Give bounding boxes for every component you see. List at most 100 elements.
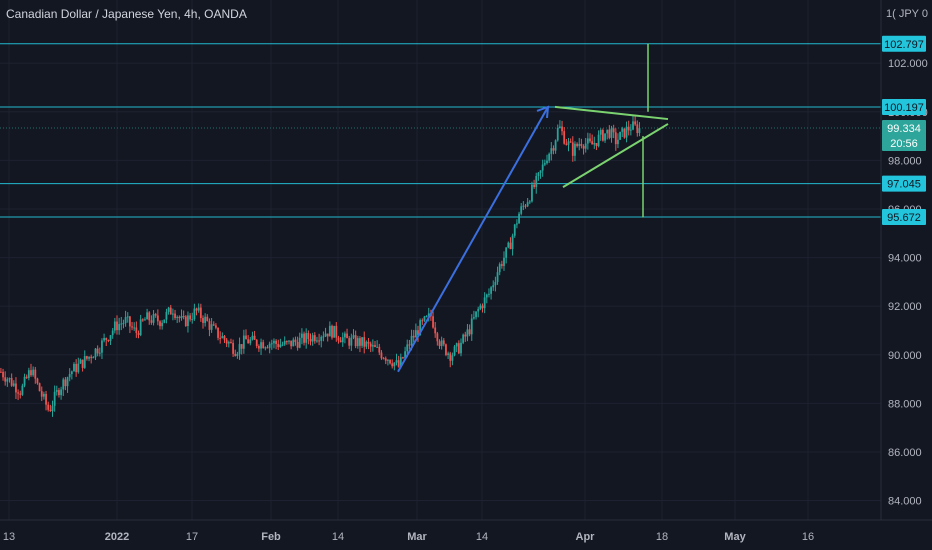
x-axis[interactable]: 13 2022 17 Feb 14 Mar 14 Apr 18 May 16 bbox=[3, 531, 814, 543]
candle-body bbox=[414, 330, 417, 338]
candle-body bbox=[387, 359, 389, 361]
candle-body bbox=[232, 342, 234, 354]
candle-body bbox=[255, 339, 258, 347]
candle-body bbox=[576, 143, 578, 147]
triangle-upper-line[interactable] bbox=[554, 105, 669, 121]
triangle-lower-line[interactable] bbox=[562, 123, 669, 188]
candle-body bbox=[453, 346, 456, 356]
y-tick-label: 88.000 bbox=[888, 398, 922, 410]
candle-body bbox=[537, 172, 540, 177]
level-tag bbox=[882, 175, 926, 192]
candle-body bbox=[447, 353, 449, 355]
candle-body bbox=[86, 356, 88, 359]
candle-body bbox=[30, 370, 32, 376]
candle-body bbox=[539, 170, 542, 173]
candle-body bbox=[597, 134, 600, 147]
candle-body bbox=[593, 143, 596, 145]
candle-body bbox=[412, 335, 415, 338]
x-tick-label: 16 bbox=[802, 531, 814, 543]
candle-body bbox=[333, 325, 336, 338]
candle-body bbox=[51, 405, 54, 412]
candle-body bbox=[584, 143, 587, 149]
candle-body bbox=[279, 344, 282, 348]
candle-body bbox=[27, 370, 30, 378]
candle-body bbox=[154, 314, 157, 316]
candle-body bbox=[36, 378, 39, 384]
trend-arrow-line[interactable] bbox=[397, 106, 549, 373]
candle-body bbox=[582, 145, 585, 149]
candle-body bbox=[313, 335, 316, 342]
candle-body bbox=[567, 141, 570, 145]
candle-body bbox=[496, 272, 499, 283]
candle-body bbox=[148, 312, 151, 321]
candle-body bbox=[187, 315, 189, 326]
candle-body bbox=[316, 340, 318, 342]
candle-body bbox=[230, 342, 232, 344]
candle-body bbox=[12, 383, 15, 386]
candle-body bbox=[10, 378, 13, 386]
candle-body bbox=[436, 333, 439, 342]
trend-arrow-head[interactable] bbox=[536, 105, 550, 119]
candle-body bbox=[563, 131, 566, 144]
x-tick-label: 13 bbox=[3, 531, 15, 543]
candle-body bbox=[569, 141, 572, 143]
candle-body bbox=[614, 132, 617, 145]
candle-body bbox=[468, 329, 471, 335]
candle-body bbox=[49, 409, 52, 412]
candle-body bbox=[457, 343, 460, 354]
candle-body bbox=[546, 160, 548, 164]
candle-body bbox=[47, 404, 50, 410]
candle-body bbox=[533, 184, 535, 188]
candle-body bbox=[522, 205, 525, 207]
candle-body bbox=[356, 338, 359, 347]
candle-body bbox=[322, 336, 325, 338]
candle-body bbox=[623, 128, 626, 138]
candle-body bbox=[253, 335, 256, 340]
candle-body bbox=[60, 389, 62, 396]
currency-label[interactable]: 1( JPY 0 bbox=[886, 8, 928, 20]
candle-body bbox=[189, 315, 191, 320]
candle-body bbox=[417, 330, 419, 336]
candle-body bbox=[227, 342, 230, 344]
candle-body bbox=[410, 335, 413, 346]
candle-body bbox=[528, 201, 531, 203]
candle-body bbox=[531, 184, 533, 202]
candle-body bbox=[247, 339, 250, 344]
candle-body bbox=[208, 320, 211, 330]
candle-body bbox=[339, 340, 342, 343]
candle-body bbox=[210, 324, 213, 330]
candle-body bbox=[96, 348, 99, 354]
candle-body bbox=[389, 359, 391, 364]
y-tick-label: 84.000 bbox=[888, 496, 922, 508]
candle-body bbox=[260, 342, 262, 349]
drawings[interactable] bbox=[397, 43, 669, 373]
candle-body bbox=[490, 287, 492, 294]
candle-body bbox=[617, 139, 619, 145]
candle-body bbox=[627, 126, 630, 131]
candle-body bbox=[204, 316, 207, 323]
candle-body bbox=[382, 358, 385, 360]
x-tick-label: 14 bbox=[332, 531, 344, 543]
candle-body bbox=[219, 337, 222, 339]
candle-body bbox=[285, 341, 288, 343]
candle-body bbox=[580, 143, 583, 146]
candle-body bbox=[191, 318, 194, 320]
candle-body bbox=[311, 335, 314, 342]
level-tag-label: 102.797 bbox=[884, 39, 924, 51]
candle-body bbox=[215, 325, 217, 328]
candle-body bbox=[391, 363, 394, 367]
candle-body bbox=[524, 205, 527, 207]
grid-lines bbox=[0, 0, 881, 520]
horizontal-levels[interactable] bbox=[0, 43, 881, 218]
candle-body bbox=[380, 352, 383, 359]
candle-body bbox=[38, 383, 41, 392]
x-tick-label: 18 bbox=[656, 531, 668, 543]
candle-body bbox=[371, 345, 374, 347]
x-tick-label: Apr bbox=[576, 531, 596, 543]
candle-body bbox=[66, 377, 69, 387]
candle-body bbox=[559, 126, 561, 128]
candle-body bbox=[34, 369, 37, 379]
candle-body bbox=[445, 344, 447, 355]
candle-body bbox=[421, 320, 424, 322]
